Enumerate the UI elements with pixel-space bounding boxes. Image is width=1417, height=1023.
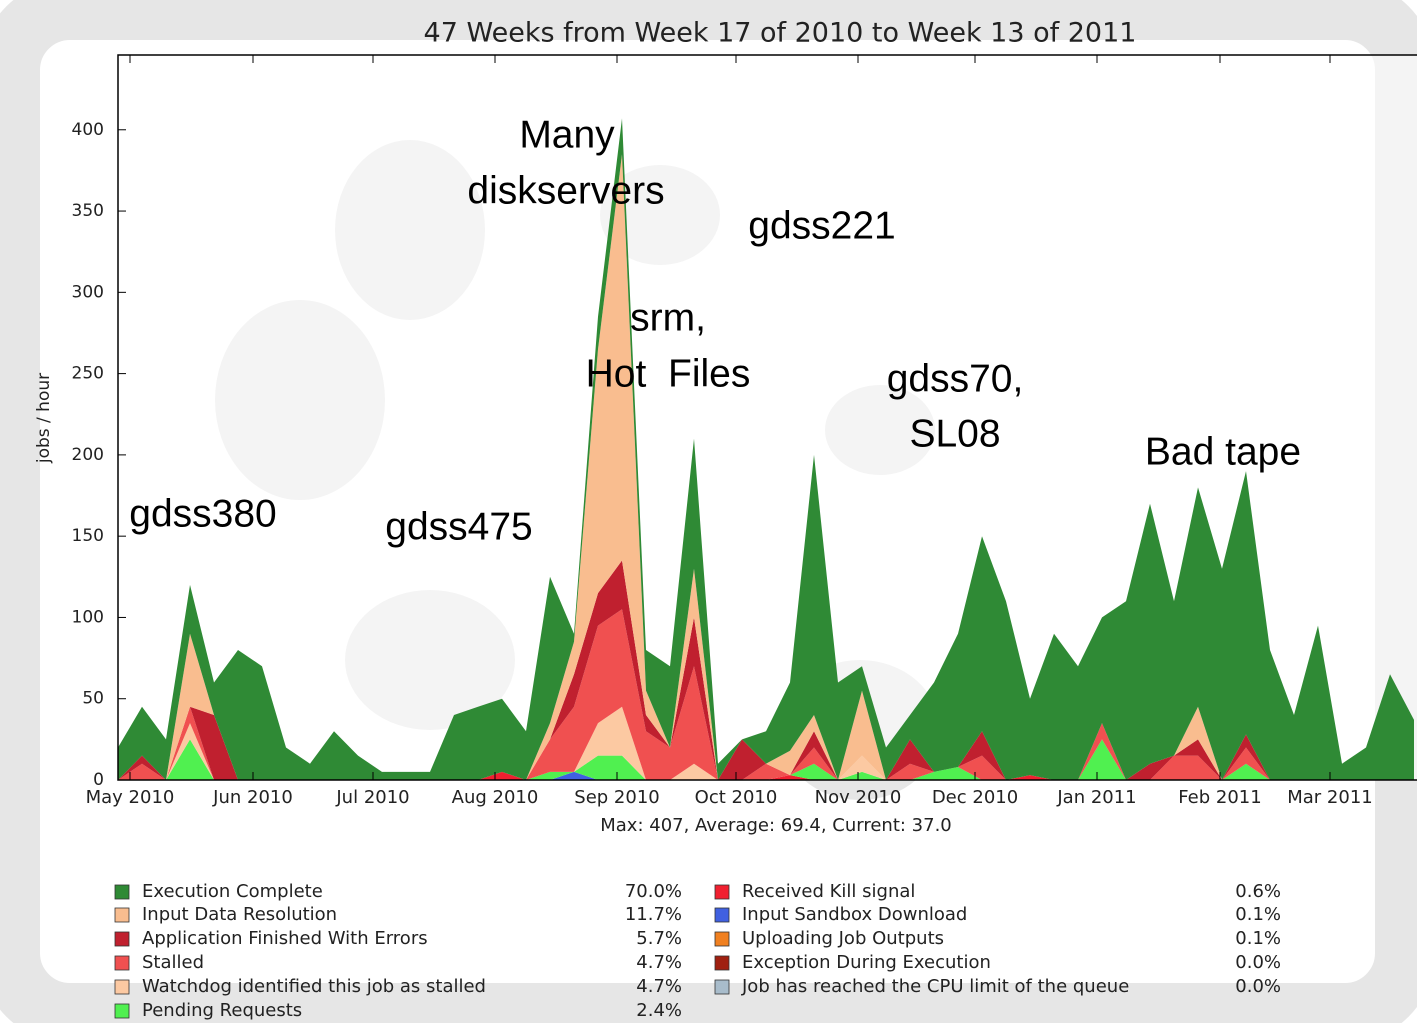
y-tick-label: 100	[72, 607, 104, 627]
x-tick-label: Jun 2010	[212, 787, 293, 808]
legend-label: Stalled	[142, 952, 204, 973]
legend-swatch	[114, 1003, 130, 1019]
area	[118, 739, 1414, 780]
annotation: gdss475	[385, 505, 532, 548]
y-tick-label: 250	[72, 364, 104, 384]
legend-share: 4.7%	[636, 952, 682, 973]
legend-label: Application Finished With Errors	[142, 928, 428, 949]
annotation: gdss70,	[887, 357, 1024, 400]
legend-label: Execution Complete	[142, 881, 323, 902]
legend-label: Uploading Job Outputs	[742, 928, 944, 949]
legend-swatch	[714, 907, 730, 923]
annotation: diskservers	[467, 169, 664, 212]
annotation: Hot Files	[586, 352, 751, 395]
annotation: srm,	[630, 296, 706, 339]
legend-share: 0.1%	[1235, 904, 1281, 925]
legend-share: 0.0%	[1235, 952, 1281, 973]
y-tick-label: 150	[72, 526, 104, 546]
legend-share: 11.7%	[625, 904, 682, 925]
y-tick-label: 0	[93, 770, 104, 790]
y-tick-label: 50	[82, 689, 104, 709]
legend-share: 0.1%	[1235, 928, 1281, 949]
y-axis-label: jobs / hour	[34, 373, 54, 464]
legend-swatch	[114, 955, 130, 971]
legend-label: Received Kill signal	[742, 881, 915, 902]
annotation: Bad tape	[1145, 430, 1301, 473]
y-tick-label: 350	[72, 201, 104, 221]
x-tick-label: Oct 2010	[695, 787, 778, 808]
x-tick-label: Dec 2010	[932, 787, 1018, 808]
legend-swatch	[714, 955, 730, 971]
legend-swatch	[114, 979, 130, 995]
x-tick-label: Sep 2010	[574, 787, 659, 808]
legend-label: Input Data Resolution	[142, 904, 337, 925]
x-tick-label: Mar 2011	[1287, 787, 1373, 808]
annotation: SL08	[909, 412, 1000, 455]
x-tick-label: Jan 2011	[1056, 787, 1136, 808]
x-tick-label: Feb 2011	[1178, 787, 1261, 808]
annotation: Many	[519, 113, 615, 156]
legend-label: Input Sandbox Download	[742, 904, 967, 925]
x-tick-label: Aug 2010	[452, 787, 539, 808]
legend-share: 70.0%	[625, 881, 682, 902]
x-tick-label: May 2010	[86, 787, 175, 808]
legend-label: Exception During Execution	[742, 952, 991, 973]
legend-share: 0.6%	[1235, 881, 1281, 902]
annotation: gdss380	[129, 492, 276, 535]
legend-label: Job has reached the CPU limit of the que…	[741, 976, 1129, 997]
legend-share: 0.0%	[1235, 976, 1281, 997]
legend-swatch	[114, 884, 130, 900]
legend-share: 4.7%	[636, 976, 682, 997]
annotation: gdss221	[748, 204, 895, 247]
chart-title: 47 Weeks from Week 17 of 2010 to Week 13…	[424, 18, 1137, 49]
y-tick-label: 200	[72, 445, 104, 465]
legend-swatch	[714, 979, 730, 995]
legend-swatch	[114, 931, 130, 947]
legend-swatch	[114, 907, 130, 923]
x-tick-label: Jul 2010	[335, 787, 409, 808]
legend-swatch	[714, 931, 730, 947]
y-tick-label: 300	[72, 282, 104, 302]
y-tick-label: 400	[72, 120, 104, 140]
area	[118, 118, 1414, 780]
x-tick-label: Nov 2010	[815, 787, 902, 808]
stats: Max: 407, Average: 69.4, Current: 37.0	[600, 815, 952, 836]
legend-swatch	[714, 884, 730, 900]
plot-frame	[117, 54, 1417, 781]
legend-label: Pending Requests	[142, 1000, 302, 1021]
legend-label: Watchdog identified this job as stalled	[142, 976, 486, 997]
legend-share: 5.7%	[636, 928, 682, 949]
legend-share: 2.4%	[636, 1000, 682, 1021]
